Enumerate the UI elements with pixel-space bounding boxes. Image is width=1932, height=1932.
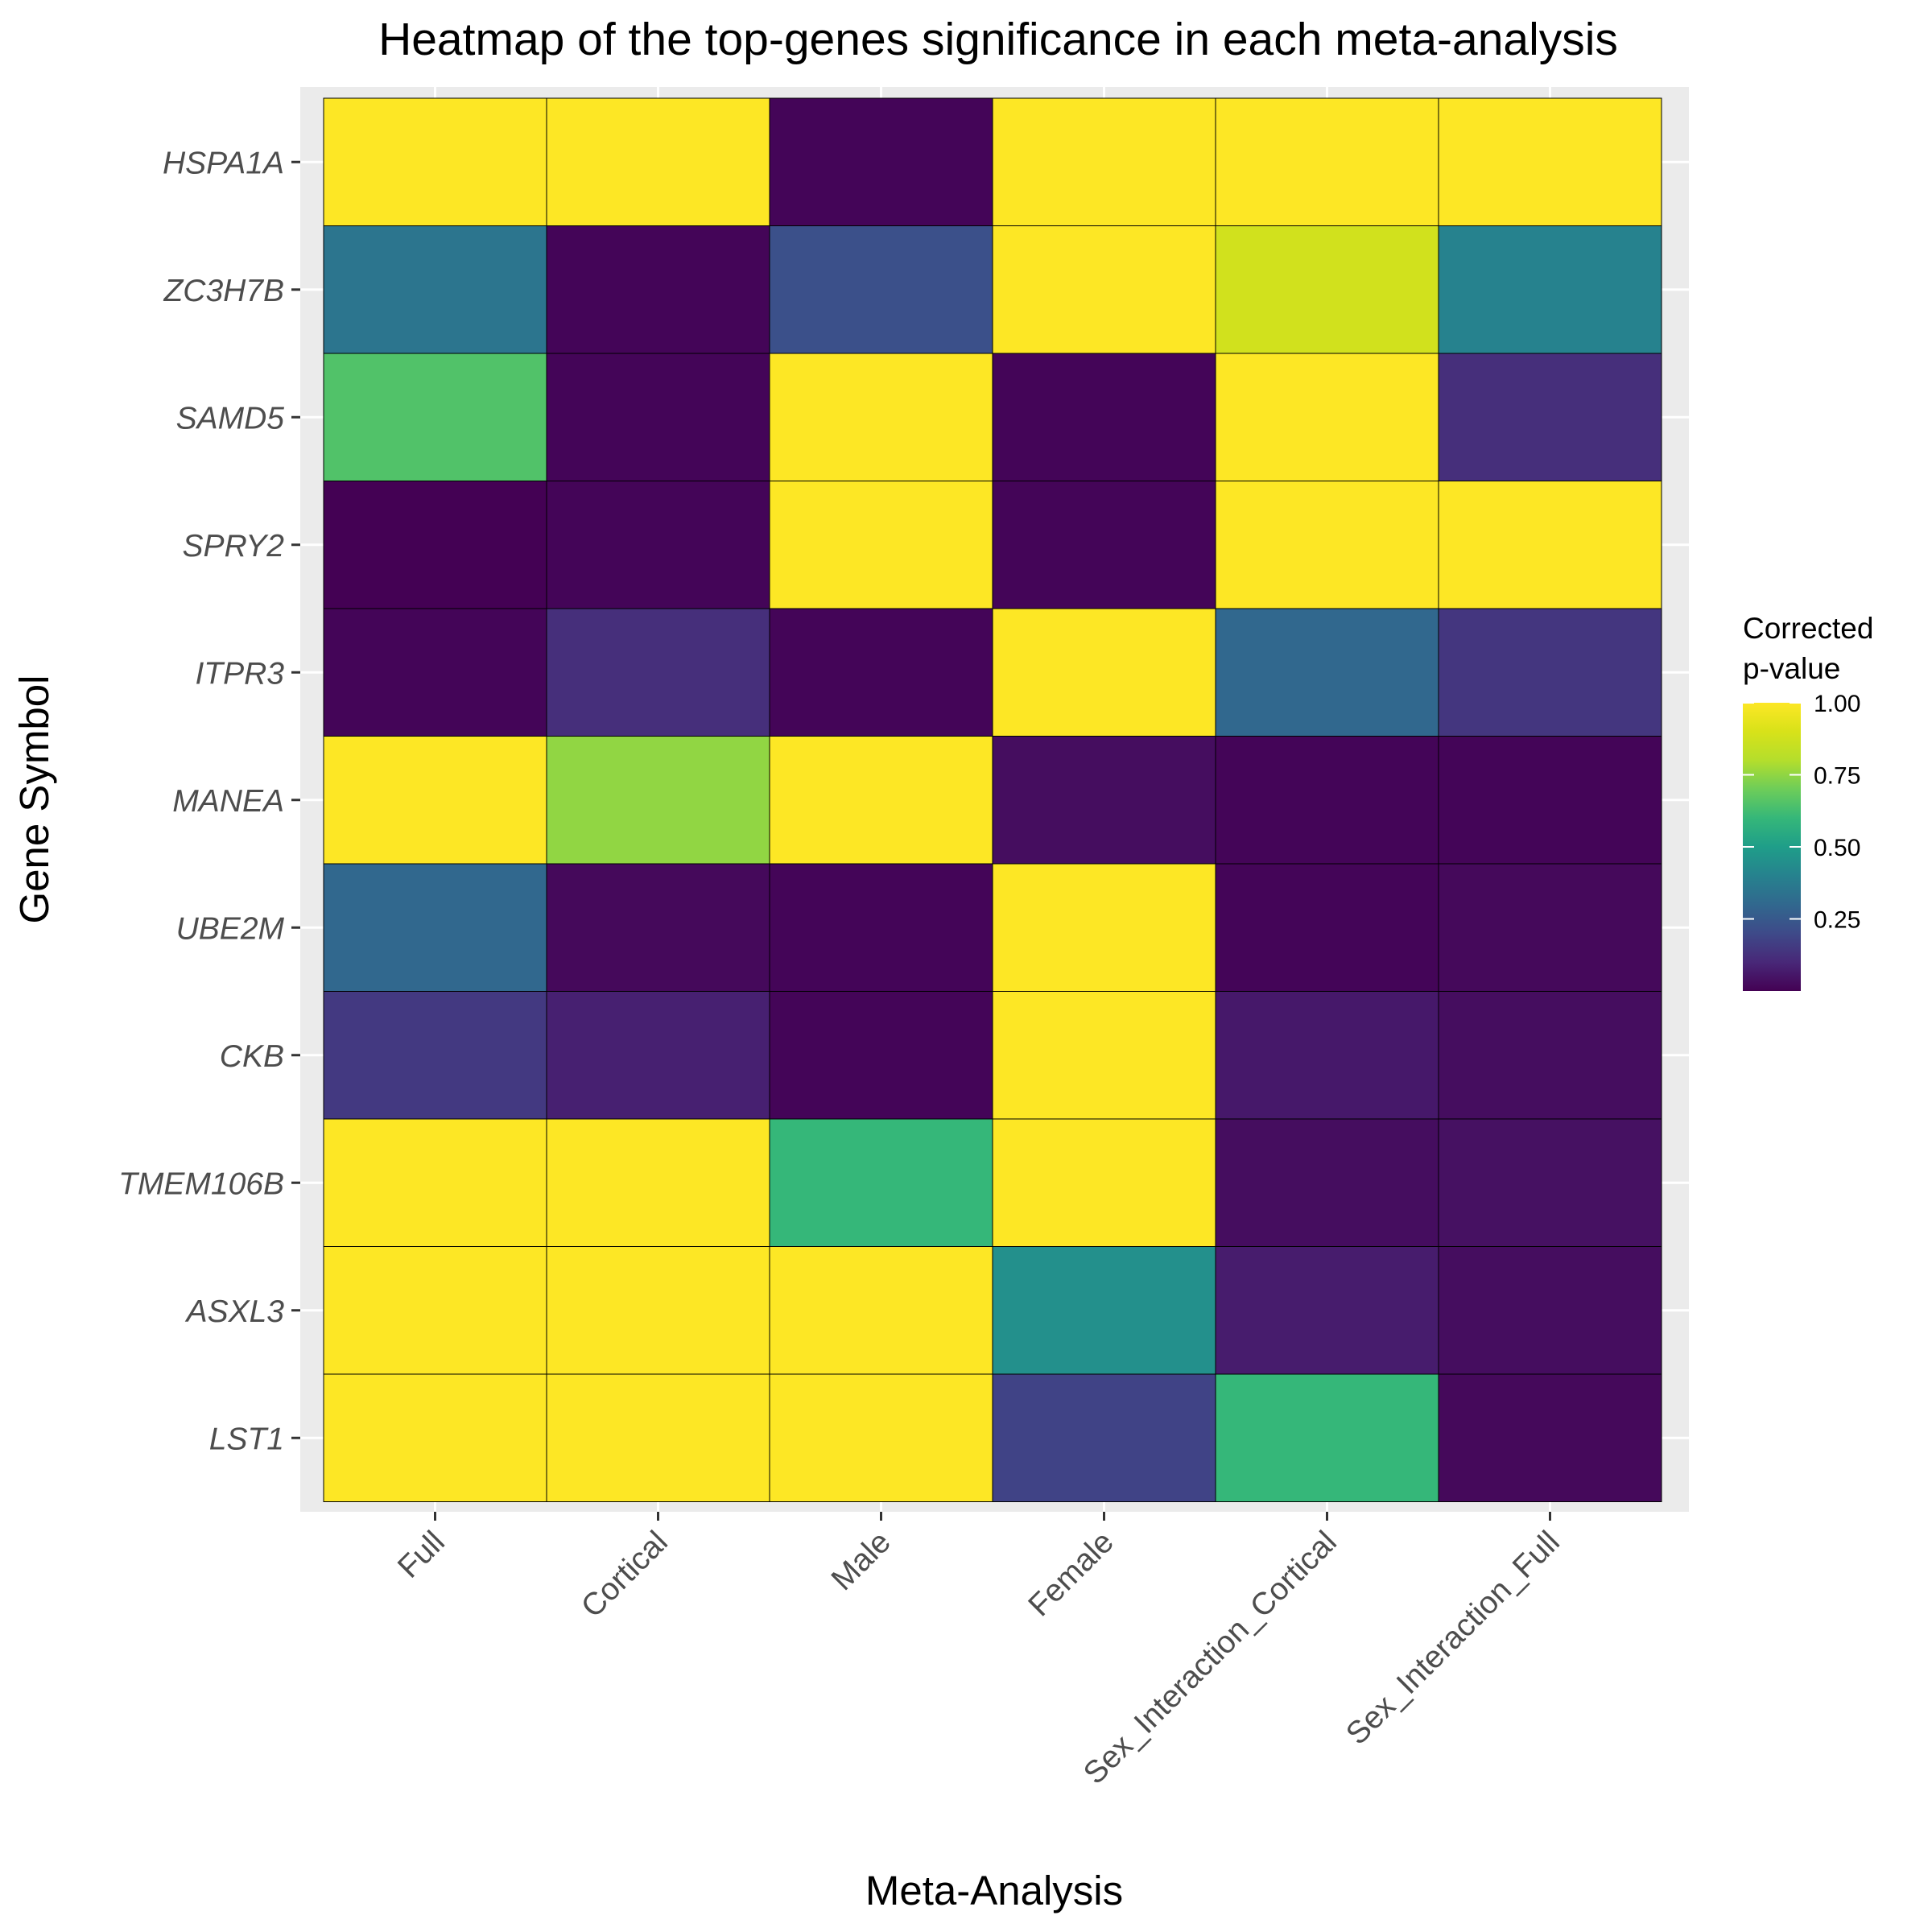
chart-title: Heatmap of the top-genes significance in…: [378, 14, 1618, 65]
heatmap-cell: [1215, 608, 1439, 737]
heatmap-cell: [546, 1373, 770, 1502]
heatmap-cell: [323, 1373, 547, 1502]
y-axis-title: Gene Symbol: [11, 675, 57, 924]
y-tick-label: CKB: [220, 1039, 284, 1074]
heatmap-cell: [546, 991, 770, 1120]
heatmap-cell: [1215, 1246, 1439, 1375]
heatmap-cell: [769, 991, 993, 1120]
heatmap-cell: [1438, 736, 1662, 865]
x-axis-title: Meta-Analysis: [865, 1868, 1123, 1913]
heatmap-cell: [992, 353, 1216, 481]
heatmap-cell: [769, 353, 993, 481]
heatmap-cell: [992, 991, 1216, 1120]
heatmap-cell: [1215, 353, 1439, 481]
heatmap-cell: [769, 1118, 993, 1247]
y-tick-label: ITPR3: [195, 656, 284, 691]
heatmap-cell: [1215, 1373, 1439, 1502]
heatmap-cell: [992, 736, 1216, 865]
heatmap-cell: [1438, 608, 1662, 737]
heatmap-cell: [546, 353, 770, 481]
heatmap-cell: [546, 97, 770, 226]
heatmap-cell: [992, 863, 1216, 992]
color-legend: Corrected p-value 1.00 0.75 0.50 0.25: [1743, 612, 1873, 991]
y-tick-label: SAMD5: [176, 401, 285, 436]
heatmap-cell: [992, 97, 1216, 226]
x-tick-label: Sex_Interaction_Cortical: [1077, 1525, 1344, 1791]
heatmap-cell: [546, 863, 770, 992]
heatmap-cell: [1215, 97, 1439, 226]
heatmap-cell: [323, 97, 547, 226]
heatmap-cell: [769, 481, 993, 609]
heatmap-cell: [1215, 736, 1439, 865]
heatmap-cell: [1215, 1118, 1439, 1247]
x-tick-label: Sex_Interaction_Full: [1340, 1525, 1567, 1752]
heatmap-cell: [769, 736, 993, 865]
heatmap-cell: [992, 225, 1216, 354]
heatmap-cell: [769, 608, 993, 737]
legend-tick-label: 0.25: [1814, 907, 1860, 934]
y-tick-label: TMEM106B: [118, 1166, 284, 1201]
heatmap-cell: [323, 736, 547, 865]
heatmap-cell: [323, 608, 547, 737]
heatmap-cell: [1215, 991, 1439, 1120]
heatmap-cell: [1215, 481, 1439, 609]
heatmap-cell: [323, 481, 547, 609]
x-axis-ticks: Full Cortical Male FemaleSex_Interaction_Co…: [391, 1512, 1567, 1791]
heatmap-cell: [769, 225, 993, 354]
heatmap-cell: [1438, 353, 1662, 481]
x-tick-label: Female: [1022, 1525, 1121, 1623]
heatmap-cell: [1438, 97, 1662, 226]
heatmap-cell: [1215, 863, 1439, 992]
legend-title-line-2: p-value: [1743, 652, 1840, 685]
y-axis-ticks: HSPA1A ZC3H7B SAMD5 SPRY2 ITPR3 MANEA UBE2M CKB…: [118, 146, 300, 1456]
heatmap-cell: [1438, 991, 1662, 1120]
legend-title-line-1: Corrected: [1743, 612, 1873, 645]
x-tick-label: Male: [825, 1525, 898, 1597]
heatmap-cell: [323, 353, 547, 481]
y-tick-label: UBE2M: [176, 911, 285, 946]
heatmap-cell: [1438, 1118, 1662, 1247]
heatmap-cell: [323, 1118, 547, 1247]
heatmap-cell: [992, 1118, 1216, 1247]
heatmap-cell: [546, 481, 770, 609]
heatmap-cell: [1438, 1246, 1662, 1375]
heatmap-cell: [1215, 225, 1439, 354]
heatmap-cell: [323, 1246, 547, 1375]
heatmap-cell: [769, 1373, 993, 1502]
heatmap-cell: [546, 225, 770, 354]
heatmap-cell: [1438, 863, 1662, 992]
legend-tick-label: 0.75: [1814, 763, 1860, 790]
y-tick-label: ZC3H7B: [163, 274, 284, 308]
heatmap-cell: [769, 97, 993, 226]
x-tick-label: Cortical: [575, 1525, 675, 1624]
legend-tick-label: 0.50: [1814, 835, 1860, 861]
heatmap-cell: [546, 736, 770, 865]
y-tick-label: LST1: [209, 1422, 284, 1456]
heatmap-cell: [1438, 481, 1662, 609]
heatmap-cells: [323, 97, 1662, 1502]
y-tick-label: SPRY2: [183, 529, 285, 564]
heatmap-cell: [769, 1246, 993, 1375]
heatmap-cell: [323, 863, 547, 992]
heatmap-cell: [992, 481, 1216, 609]
heatmap-cell: [546, 608, 770, 737]
heatmap-cell: [546, 1118, 770, 1247]
heatmap-cell: [769, 863, 993, 992]
heatmap-cell: [323, 225, 547, 354]
x-tick-label: Full: [391, 1525, 452, 1585]
y-tick-label: ASXL3: [185, 1294, 285, 1329]
heatmap-cell: [992, 1246, 1216, 1375]
y-tick-label: HSPA1A: [163, 146, 284, 180]
legend-ticks: 1.00 0.75 0.50 0.25: [1743, 691, 1860, 934]
legend-tick-label: 1.00: [1814, 691, 1860, 717]
heatmap-cell: [546, 1246, 770, 1375]
heatmap-cell: [323, 991, 547, 1120]
heatmap-cell: [992, 1373, 1216, 1502]
heatmap-cell: [992, 608, 1216, 737]
heatmap-cell: [1438, 225, 1662, 354]
heatmap-cell: [1438, 1373, 1662, 1502]
y-tick-label: MANEA: [172, 784, 284, 819]
